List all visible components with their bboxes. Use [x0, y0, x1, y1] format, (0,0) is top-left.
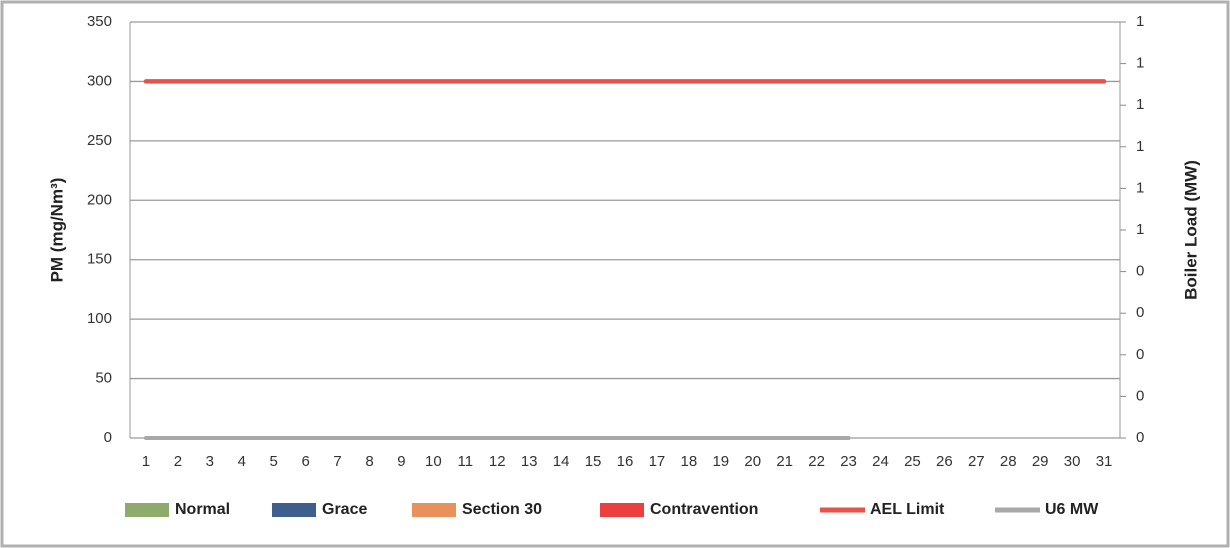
- y-axis-title: PM (mg/Nm³): [47, 178, 66, 283]
- x-tick-label: 6: [301, 453, 309, 470]
- y-tick-label: 250: [87, 132, 112, 149]
- y2-tick-label: 1: [1136, 138, 1144, 155]
- y2-axis-title: Boiler Load (MW): [1181, 160, 1200, 300]
- legend-swatch: [125, 503, 169, 517]
- x-tick-label: 3: [206, 453, 214, 470]
- x-tick-label: 18: [681, 453, 698, 470]
- x-tick-label: 12: [489, 453, 506, 470]
- x-tick-label: 16: [617, 453, 634, 470]
- legend-label: Normal: [175, 501, 230, 518]
- x-tick-label: 9: [397, 453, 405, 470]
- y2-tick-label: 1: [1136, 179, 1144, 196]
- x-tick-label: 27: [968, 453, 985, 470]
- y-tick-label: 300: [87, 72, 112, 89]
- y-tick-label: 200: [87, 191, 112, 208]
- x-tick-label: 26: [936, 453, 953, 470]
- y-tick-label: 150: [87, 251, 112, 268]
- x-tick-label: 15: [585, 453, 602, 470]
- x-tick-label: 10: [425, 453, 442, 470]
- x-tick-label: 24: [872, 453, 889, 470]
- y2-tick-label: 0: [1136, 263, 1144, 280]
- y2-tick-label: 1: [1136, 221, 1144, 238]
- x-tick-label: 14: [553, 453, 570, 470]
- y-tick-label: 350: [87, 13, 112, 30]
- y2-tick-label: 0: [1136, 387, 1144, 404]
- x-tick-label: 1: [142, 453, 150, 470]
- y-tick-label: 100: [87, 310, 112, 327]
- x-tick-label: 8: [365, 453, 373, 470]
- x-tick-label: 25: [904, 453, 921, 470]
- y2-tick-label: 1: [1136, 55, 1144, 72]
- legend-swatch: [272, 503, 316, 517]
- x-tick-label: 28: [1000, 453, 1017, 470]
- y2-tick-label: 1: [1136, 96, 1144, 113]
- x-tick-label: 20: [744, 453, 761, 470]
- y2-tick-label: 0: [1136, 346, 1144, 363]
- x-tick-label: 17: [649, 453, 666, 470]
- x-tick-label: 22: [808, 453, 825, 470]
- x-tick-label: 11: [458, 453, 474, 470]
- x-tick-label: 30: [1064, 453, 1081, 470]
- x-tick-label: 21: [776, 453, 793, 470]
- x-tick-label: 13: [521, 453, 538, 470]
- y2-tick-label: 0: [1136, 429, 1144, 446]
- legend-label: Contravention: [650, 501, 758, 518]
- legend-swatch: [412, 503, 456, 517]
- legend-swatch: [600, 503, 644, 517]
- x-tick-label: 5: [270, 453, 278, 470]
- x-tick-label: 4: [238, 453, 246, 470]
- legend-label: U6 MW: [1045, 501, 1099, 518]
- y2-tick-label: 0: [1136, 304, 1144, 321]
- legend-label: AEL Limit: [870, 501, 945, 518]
- y2-tick-label: 1: [1136, 13, 1144, 30]
- legend-label: Section 30: [462, 501, 542, 518]
- x-tick-label: 2: [174, 453, 182, 470]
- y-tick-label: 50: [95, 370, 112, 387]
- x-tick-label: 31: [1096, 453, 1113, 470]
- x-tick-label: 7: [333, 453, 341, 470]
- x-tick-label: 29: [1032, 453, 1049, 470]
- x-tick-label: 19: [712, 453, 729, 470]
- legend-label: Grace: [322, 501, 367, 518]
- x-tick-label: 23: [840, 453, 857, 470]
- y-tick-label: 0: [104, 429, 112, 446]
